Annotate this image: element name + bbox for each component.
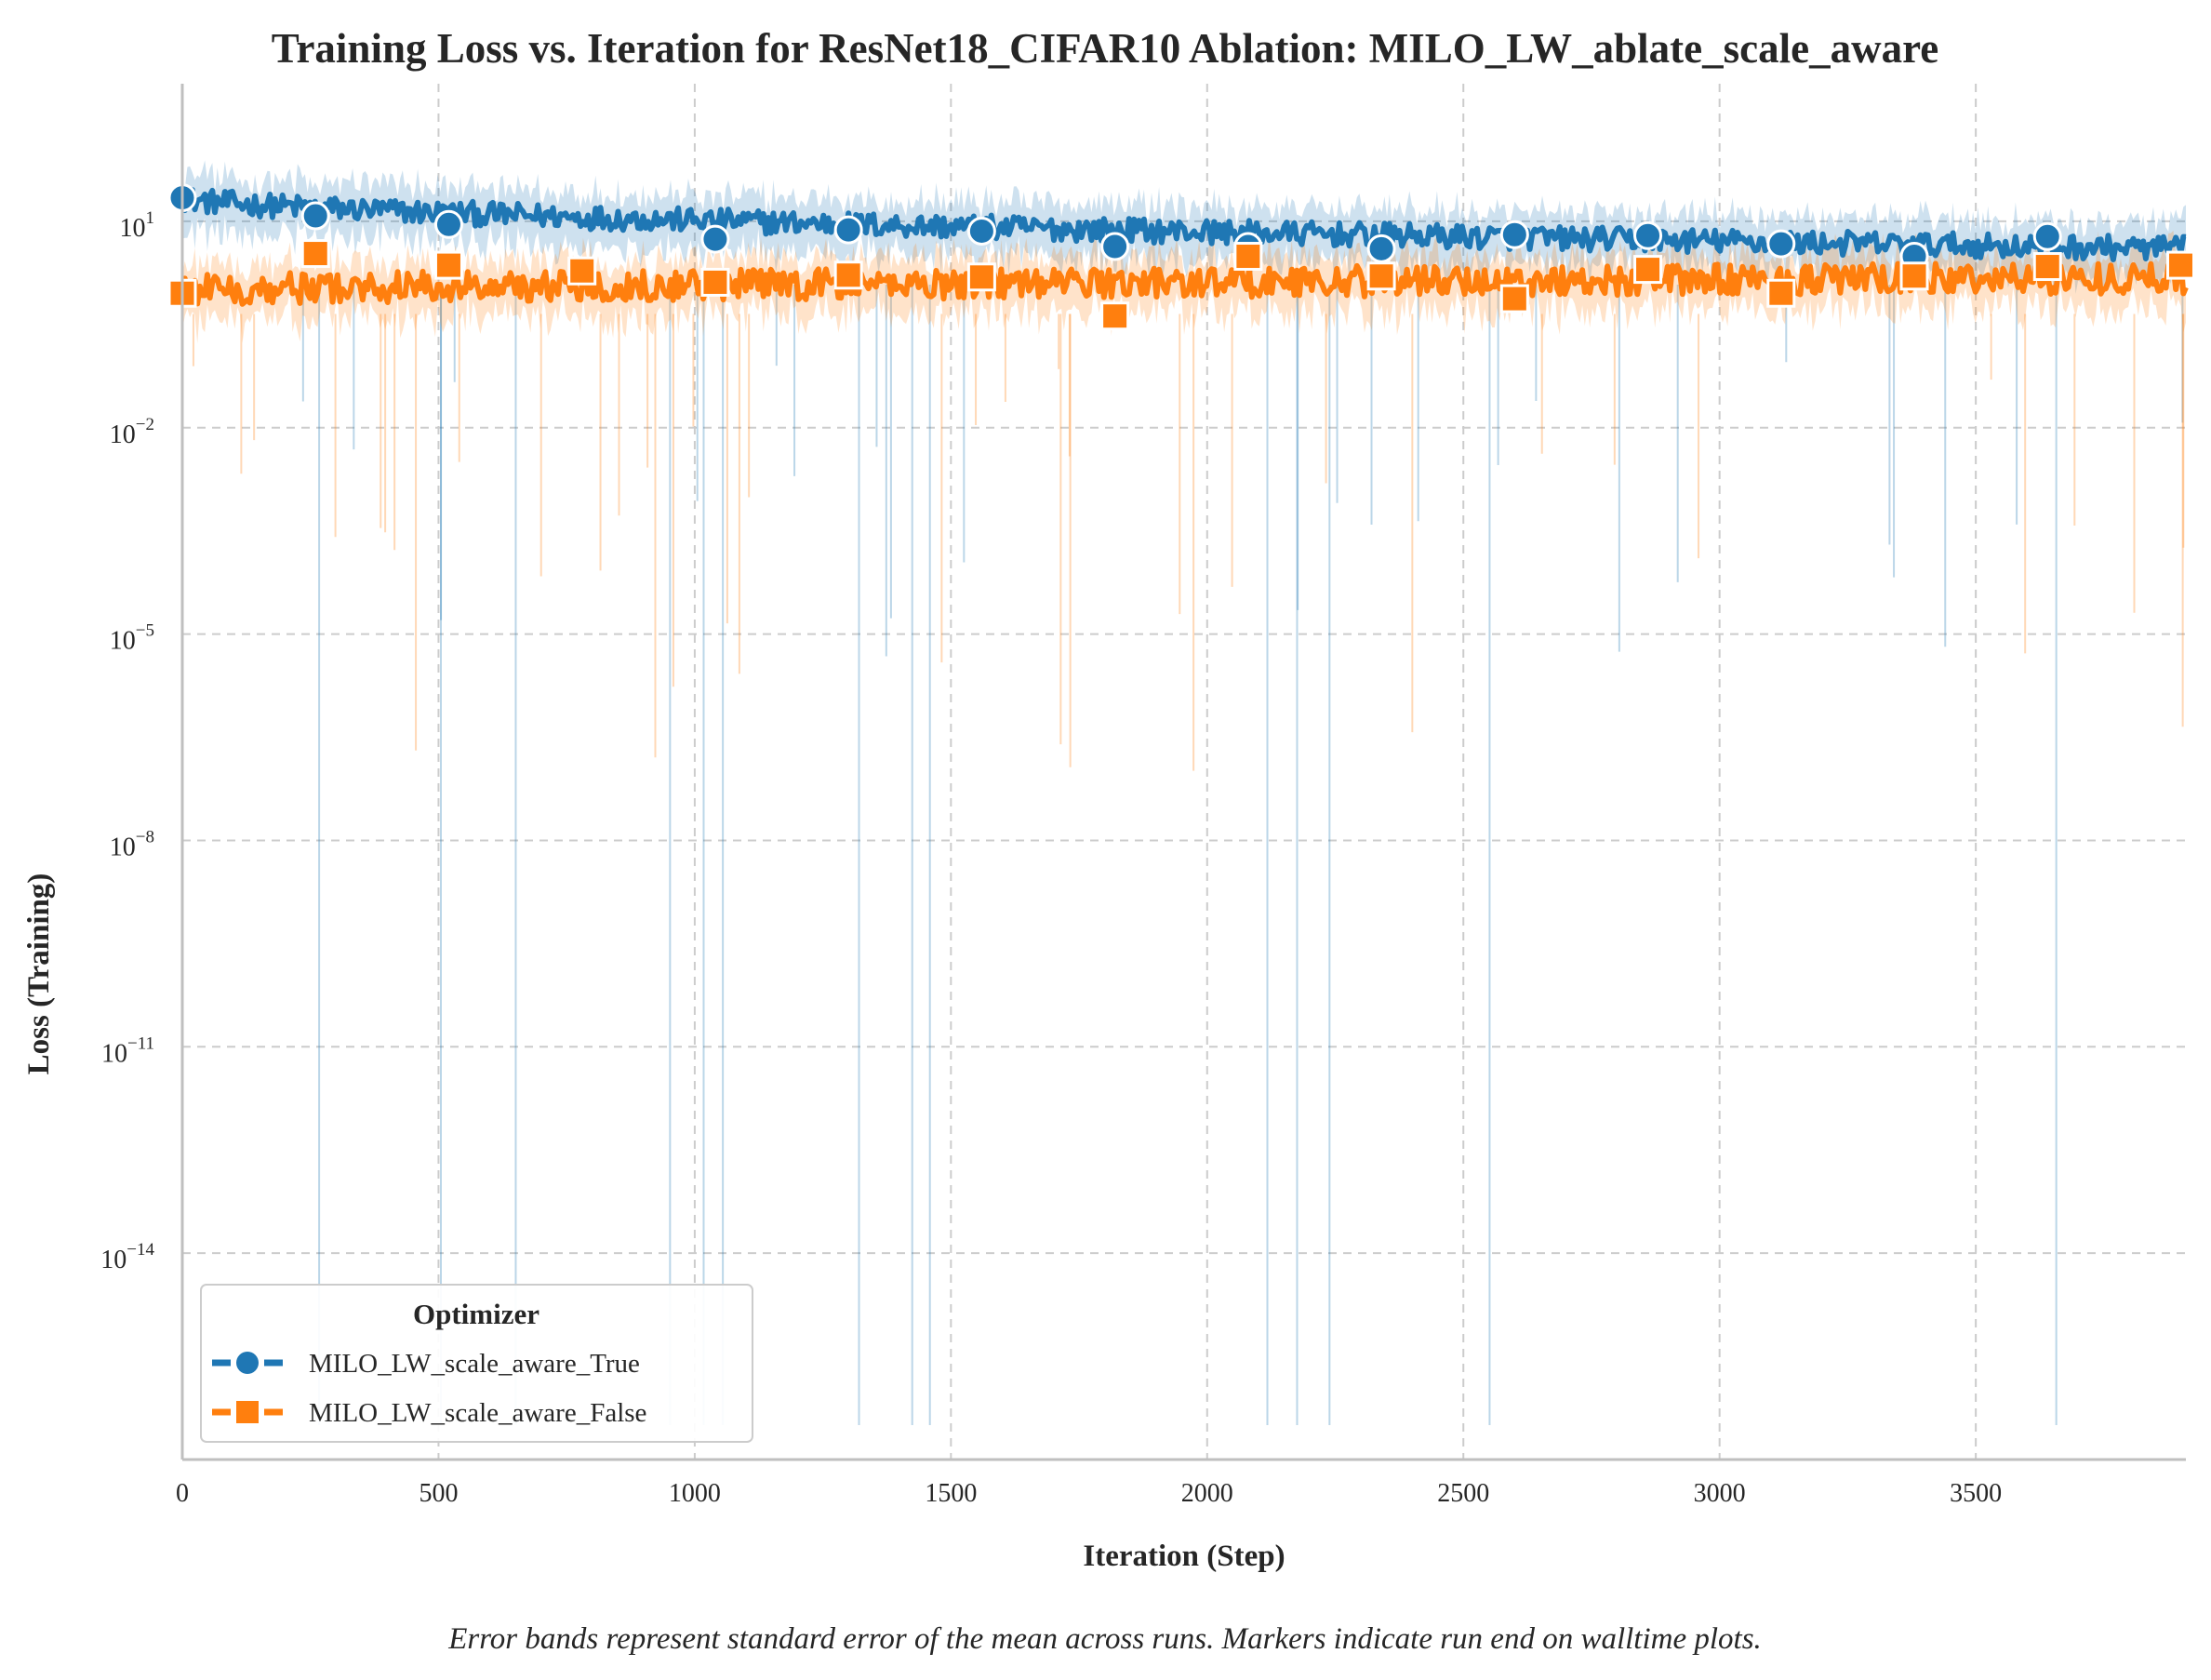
- y-tick-3: 10−8: [110, 827, 154, 861]
- marker-true-3: [700, 224, 730, 254]
- legend-label-false: MILO_LW_scale_aware_False: [309, 1398, 646, 1428]
- legend-title: Optimizer: [413, 1298, 539, 1330]
- x-tick-1000: 1000: [669, 1479, 721, 1508]
- marker-false-8: [1233, 242, 1263, 272]
- line-MILO_LW_scale_aware_True: [180, 187, 2187, 262]
- chart-caption: Error bands represent standard error of …: [447, 1622, 1762, 1656]
- legend-label-true: MILO_LW_scale_aware_True: [309, 1349, 640, 1379]
- marker-false-15: [2165, 250, 2195, 280]
- y-tick-labels: 101 10−2 10−5 10−8 10−11 10−14: [100, 208, 154, 1274]
- legend: Optimizer MILO_LW_scale_aware_True MILO_…: [200, 1284, 753, 1443]
- x-tick-2000: 2000: [1181, 1479, 1233, 1508]
- marker-false-13: [1899, 261, 1929, 291]
- marker-false-14: [2032, 252, 2062, 282]
- grid: [182, 84, 2186, 1460]
- y-axis-label: Loss (Training): [22, 873, 56, 1075]
- x-tick-500: 500: [419, 1479, 458, 1508]
- marker-false-12: [1766, 278, 1796, 308]
- x-tick-1500: 1500: [925, 1479, 977, 1508]
- marker-true-1: [300, 201, 330, 231]
- marker-true-8: [1366, 233, 1396, 263]
- legend-marker-false: [236, 1401, 259, 1423]
- x-tick-3000: 3000: [1694, 1479, 1746, 1508]
- x-axis-label: Iteration (Step): [1083, 1540, 1285, 1573]
- marker-false-5: [833, 260, 863, 290]
- marker-false-9: [1366, 261, 1396, 291]
- chart-title: Training Loss vs. Iteration for ResNet18…: [272, 25, 1938, 72]
- series-lines: [180, 187, 2189, 307]
- y-tick-5: 10−14: [100, 1240, 154, 1274]
- y-tick-0: 101: [120, 208, 155, 243]
- legend-box: [200, 1284, 753, 1443]
- x-tick-3500: 3500: [1950, 1479, 2002, 1508]
- marker-false-3: [567, 256, 597, 286]
- marker-true-2: [433, 209, 463, 239]
- line-MILO_LW_scale_aware_False: [180, 260, 2189, 307]
- x-tick-labels: 0 500 1000 1500 2000 2500 3000 3500: [176, 1479, 2002, 1508]
- marker-true-10: [1633, 220, 1663, 250]
- marker-false-11: [1633, 255, 1663, 285]
- error-bands: [181, 160, 2186, 1426]
- marker-false-10: [1499, 284, 1529, 313]
- y-tick-1: 10−2: [110, 415, 154, 449]
- marker-true-9: [1499, 220, 1529, 249]
- marker-true-5: [966, 216, 996, 246]
- marker-false-4: [700, 267, 730, 297]
- marker-false-7: [1100, 301, 1130, 331]
- x-tick-0: 0: [176, 1479, 189, 1508]
- y-tick-2: 10−5: [110, 621, 154, 656]
- legend-marker-true: [236, 1352, 259, 1374]
- series-markers: [167, 183, 2195, 331]
- marker-true-11: [1766, 229, 1796, 259]
- marker-false-2: [433, 250, 463, 280]
- marker-false-1: [300, 239, 330, 269]
- marker-true-6: [1100, 232, 1130, 261]
- marker-false-6: [966, 262, 996, 292]
- x-tick-2500: 2500: [1437, 1479, 1489, 1508]
- y-tick-4: 10−11: [101, 1033, 154, 1068]
- marker-true-13: [2032, 221, 2062, 251]
- marker-true-4: [833, 215, 863, 245]
